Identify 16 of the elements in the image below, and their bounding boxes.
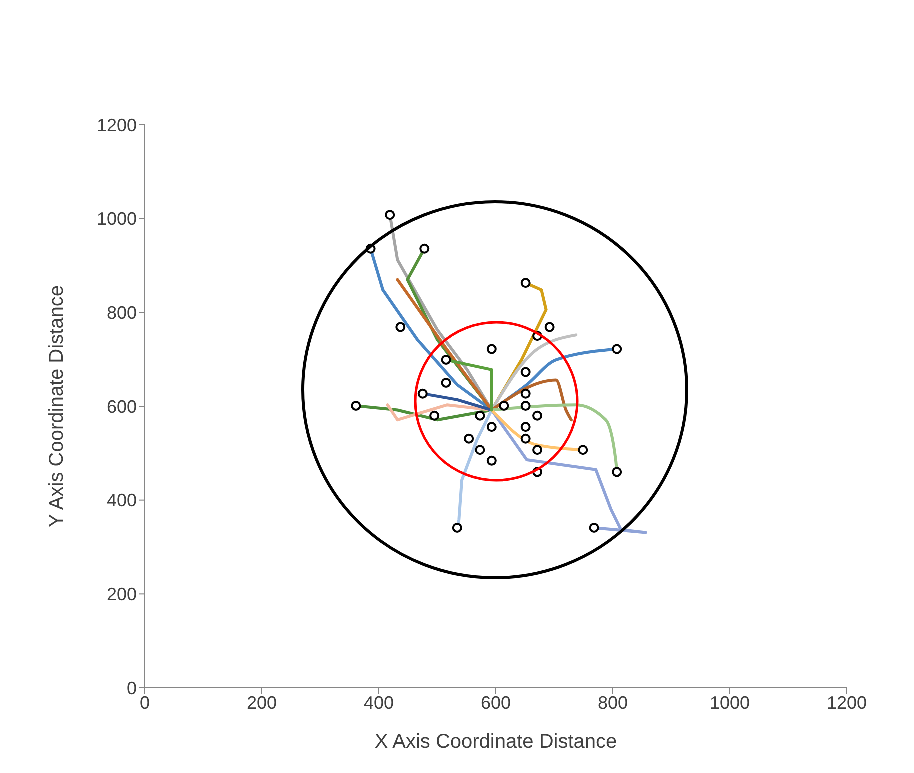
x-tick-label: 0 — [140, 692, 150, 713]
y-tick-label: 400 — [106, 490, 137, 511]
x-tick-label: 800 — [598, 692, 628, 713]
x-axis-title: X Axis Coordinate Distance — [374, 731, 618, 753]
x-tick-label: 200 — [246, 692, 278, 713]
y-tick-label: 200 — [106, 584, 137, 605]
y-tick-label: 600 — [106, 396, 137, 417]
x-tick-label: 1000 — [710, 692, 750, 713]
x-tick-label: 600 — [480, 692, 512, 713]
x-tick-label: 1200 — [826, 692, 868, 713]
y-tick-label: 1200 — [96, 115, 137, 136]
y-tick-label: 800 — [106, 303, 137, 324]
y-tick-label: 1000 — [96, 209, 137, 230]
y-axis-title: Y Axis Coordinate Distance — [46, 286, 68, 528]
x-tick-label: 400 — [364, 692, 394, 713]
y-tick-label: 0 — [126, 678, 137, 698]
